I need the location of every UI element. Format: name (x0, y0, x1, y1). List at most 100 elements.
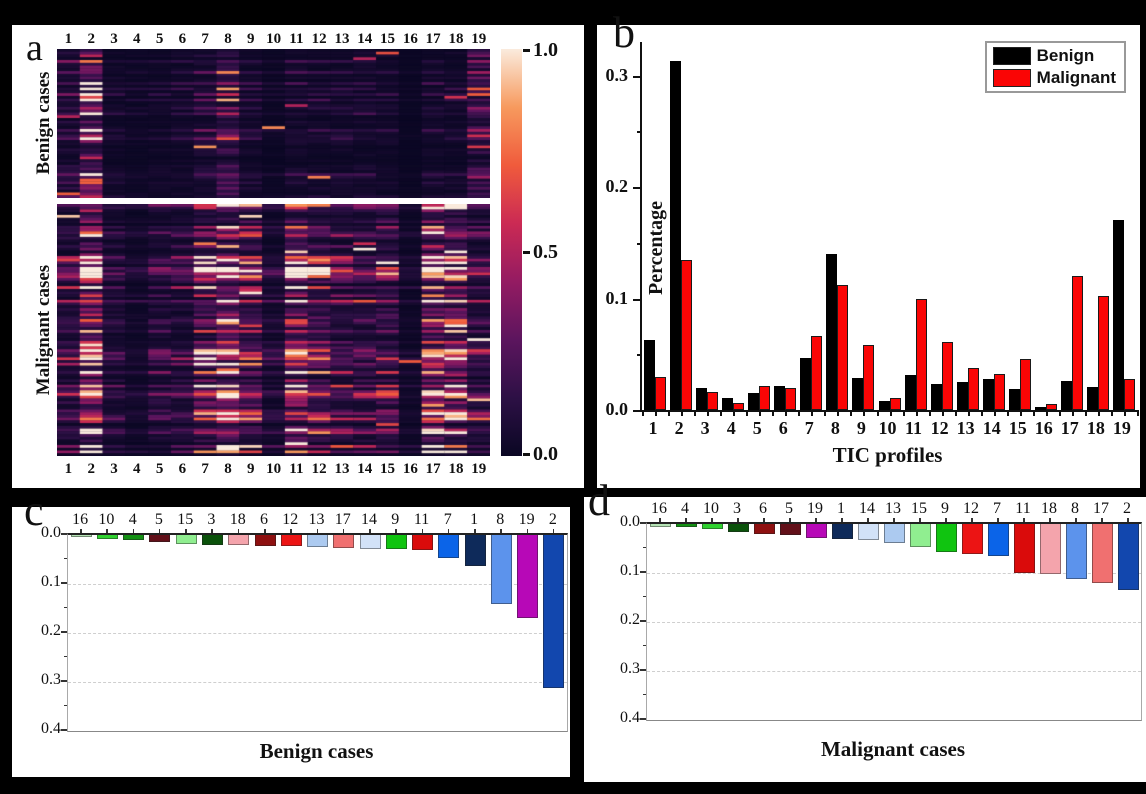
sorted-bar-profile-4 (675, 524, 697, 527)
top-tick-1 (474, 529, 476, 533)
bar-benign-6 (774, 385, 786, 410)
top-tick-16 (659, 518, 661, 522)
colorbar-label-05: 0.5 (533, 241, 558, 263)
heatmap-colorbar (501, 49, 522, 456)
bar-malignant-11 (915, 298, 927, 410)
y-tick-label-0.3: 0.3 (620, 660, 640, 677)
x-tick-center-3 (707, 410, 710, 416)
panel-c-title: Benign cases (259, 739, 374, 763)
sorted-bar-profile-8 (490, 535, 512, 604)
colorbar-label-0: 0.0 (533, 443, 558, 465)
top-tick-17 (1101, 518, 1103, 522)
y-tick-0.10 (633, 298, 642, 301)
x-tick-boundary-19 (1137, 410, 1139, 416)
x-tick-boundary-11 (928, 410, 931, 416)
sorted-bar-profile-17 (333, 535, 355, 548)
sorted-bar-profile-19 (517, 535, 539, 619)
y-tick-label-0.0: 0.0 (620, 513, 640, 530)
x-tick-label-1: 1 (648, 418, 658, 438)
colorbar-tick-bottom (523, 453, 530, 456)
heatmap-column-label-19: 19 (471, 461, 487, 477)
x-tick-boundary-15 (1032, 410, 1035, 416)
bar-benign-16 (1034, 406, 1046, 410)
sorted-column-label-4: 4 (128, 511, 137, 528)
panel-c-letter: c (24, 486, 44, 535)
panel-c-sorted-bars-benign: c 16 10 4 5 15 3 18 6 12 13 17 14 9 11 7 1 8 19 2 Benign c… (12, 489, 570, 777)
sorted-column-label-9: 9 (941, 500, 949, 517)
y-tick-label-0.3: 0.3 (605, 64, 629, 85)
top-tick-15 (185, 529, 187, 533)
y-minor-tick-0.05 (64, 557, 67, 559)
bar-benign-19 (1112, 220, 1124, 410)
sorted-bar-profile-3 (727, 524, 749, 532)
x-tick-label-11: 11 (904, 418, 923, 438)
y-tick-0.05 (637, 354, 642, 357)
x-tick-center-18 (1097, 410, 1100, 416)
heatmap-column-label-2: 2 (87, 461, 95, 477)
x-tick-label-19: 19 (1112, 418, 1131, 438)
x-tick-label-18: 18 (1086, 418, 1105, 438)
x-tick-boundary-2 (694, 410, 697, 416)
bar-benign-11 (904, 375, 916, 410)
x-tick-boundary-6 (798, 410, 801, 416)
gridline-0.2 (647, 622, 1141, 623)
gridline-0.1 (647, 573, 1141, 574)
sorted-bar-profile-5 (779, 524, 801, 535)
sorted-bar-profile-18 (1039, 524, 1061, 574)
x-tick-center-16 (1045, 410, 1048, 416)
heatmap-column-label-6: 6 (178, 31, 187, 47)
panel-d-title: Malignant cases (820, 737, 966, 761)
heatmap-column-label-5: 5 (155, 461, 164, 477)
bar-malignant-3 (707, 392, 719, 410)
y-tick-label-0.1: 0.1 (620, 562, 640, 579)
sorted-bar-profile-14 (857, 524, 879, 540)
sorted-bar-profile-16 (70, 535, 92, 537)
bar-malignant-2 (681, 259, 693, 410)
heatmap-column-label-8: 8 (224, 31, 232, 47)
heatmap-column-label-17: 17 (425, 461, 441, 477)
bar-benign-12 (930, 384, 942, 410)
bar-malignant-7 (811, 336, 823, 410)
x-tick-center-6 (785, 410, 788, 416)
sorted-bar-profile-5 (149, 535, 171, 543)
sorted-column-label-1: 1 (470, 511, 479, 528)
top-tick-10 (711, 518, 713, 522)
gridline-0.3 (68, 682, 567, 683)
sorted-bar-profile-14 (359, 535, 381, 549)
heatmap-column-label-9: 9 (247, 31, 255, 47)
y-minor-tick-0.25 (64, 655, 67, 657)
x-tick-label-15: 15 (1008, 418, 1027, 438)
bar-benign-2 (670, 61, 682, 410)
sorted-bar-profile-8 (1065, 524, 1087, 579)
top-tick-2 (552, 529, 555, 533)
heatmap-column-label-4: 4 (133, 31, 141, 47)
y-tick-0.4 (61, 729, 67, 731)
x-tick-center-1 (655, 410, 657, 416)
heatmap-column-label-2: 2 (87, 31, 95, 47)
bar-benign-7 (800, 357, 812, 410)
y-tick-label-0.2: 0.2 (41, 622, 61, 639)
x-tick-center-10 (889, 410, 892, 416)
sorted-bar-profile-2 (1117, 524, 1139, 591)
x-tick-center-8 (837, 410, 840, 416)
x-tick-label-7: 7 (804, 418, 814, 438)
sorted-bar-profile-1 (831, 524, 853, 539)
top-tick-6 (763, 518, 765, 522)
top-tick-4 (132, 529, 135, 533)
x-tick-boundary-17 (1084, 410, 1087, 416)
bar-benign-15 (1008, 388, 1020, 410)
top-tick-8 (1075, 518, 1077, 522)
x-tick-boundary-14 (1006, 410, 1009, 416)
x-tick-center-12 (941, 410, 944, 416)
y-minor-tick-0.35 (64, 704, 67, 706)
bar-malignant-16 (1045, 404, 1057, 410)
bar-malignant-17 (1071, 276, 1083, 410)
x-tick-label-16: 16 (1034, 418, 1053, 438)
x-tick-label-14: 14 (982, 418, 1001, 438)
sorted-bar-profile-13 (307, 535, 328, 548)
x-tick-label-12: 12 (930, 418, 949, 438)
sorted-column-label-16: 16 (651, 500, 667, 517)
top-tick-9 (395, 529, 397, 533)
bar-benign-17 (1060, 381, 1072, 410)
legend-swatch-malignant (992, 69, 1031, 87)
